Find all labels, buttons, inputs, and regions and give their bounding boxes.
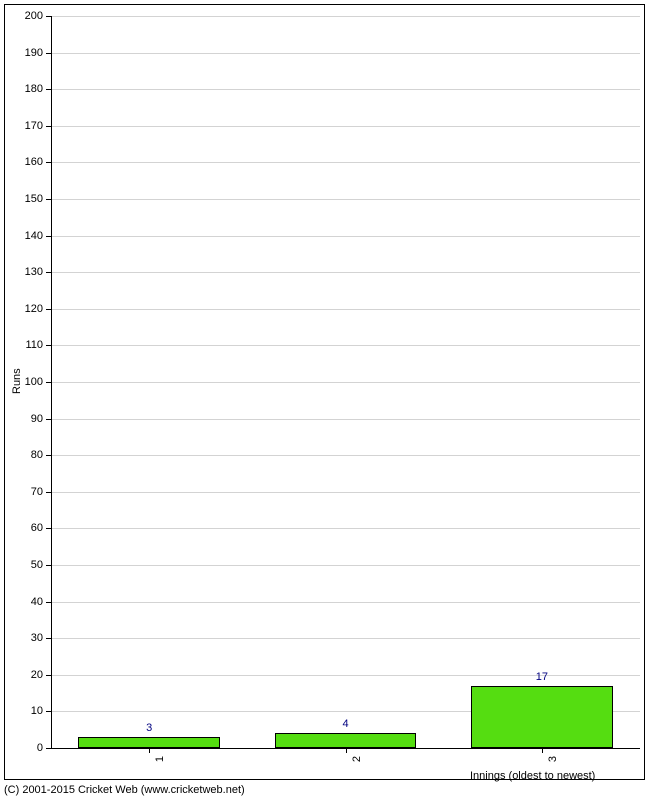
gridline	[51, 345, 640, 346]
gridline	[51, 492, 640, 493]
y-tick-label: 130	[13, 267, 43, 278]
bar-value-label: 17	[522, 672, 562, 683]
y-tick-label: 80	[13, 450, 43, 461]
y-tick-label: 190	[13, 48, 43, 59]
gridline	[51, 16, 640, 17]
y-tick-label: 160	[13, 157, 43, 168]
gridline	[51, 638, 640, 639]
y-tick-label: 60	[13, 523, 43, 534]
gridline	[51, 126, 640, 127]
gridline	[51, 528, 640, 529]
y-tick-label: 30	[13, 633, 43, 644]
gridline	[51, 199, 640, 200]
y-tick-label: 140	[13, 231, 43, 242]
x-tick	[542, 748, 543, 753]
x-axis-title: Innings (oldest to newest)	[470, 770, 595, 782]
plot-area	[51, 16, 640, 748]
x-tick	[346, 748, 347, 753]
gridline	[51, 309, 640, 310]
gridline	[51, 53, 640, 54]
y-tick-label: 110	[13, 340, 43, 351]
gridline	[51, 236, 640, 237]
y-tick-label: 10	[13, 706, 43, 717]
gridline	[51, 565, 640, 566]
x-tick-label: 3	[547, 756, 559, 786]
y-tick-label: 170	[13, 121, 43, 132]
y-tick-label: 40	[13, 597, 43, 608]
gridline	[51, 419, 640, 420]
bar-value-label: 4	[326, 719, 366, 730]
x-tick-label: 2	[351, 756, 363, 786]
y-tick-label: 150	[13, 194, 43, 205]
x-tick-label: 1	[154, 756, 166, 786]
bar-value-label: 3	[129, 723, 169, 734]
gridline	[51, 162, 640, 163]
gridline	[51, 382, 640, 383]
y-axis	[51, 16, 52, 748]
y-tick-label: 70	[13, 487, 43, 498]
bar	[471, 686, 612, 748]
y-tick-label: 120	[13, 304, 43, 315]
bar	[78, 737, 219, 748]
y-tick-label: 180	[13, 84, 43, 95]
bar	[275, 733, 416, 748]
gridline	[51, 455, 640, 456]
gridline	[51, 89, 640, 90]
y-tick-label: 50	[13, 560, 43, 571]
y-tick-label: 200	[13, 11, 43, 22]
y-tick-label: 20	[13, 670, 43, 681]
x-tick	[149, 748, 150, 753]
gridline	[51, 602, 640, 603]
y-tick-label: 100	[13, 377, 43, 388]
y-tick-label: 90	[13, 414, 43, 425]
chart-container: Runs Innings (oldest to newest) (C) 2001…	[0, 0, 650, 800]
copyright-text: (C) 2001-2015 Cricket Web (www.cricketwe…	[4, 784, 245, 796]
y-tick-label: 0	[13, 743, 43, 754]
gridline	[51, 272, 640, 273]
